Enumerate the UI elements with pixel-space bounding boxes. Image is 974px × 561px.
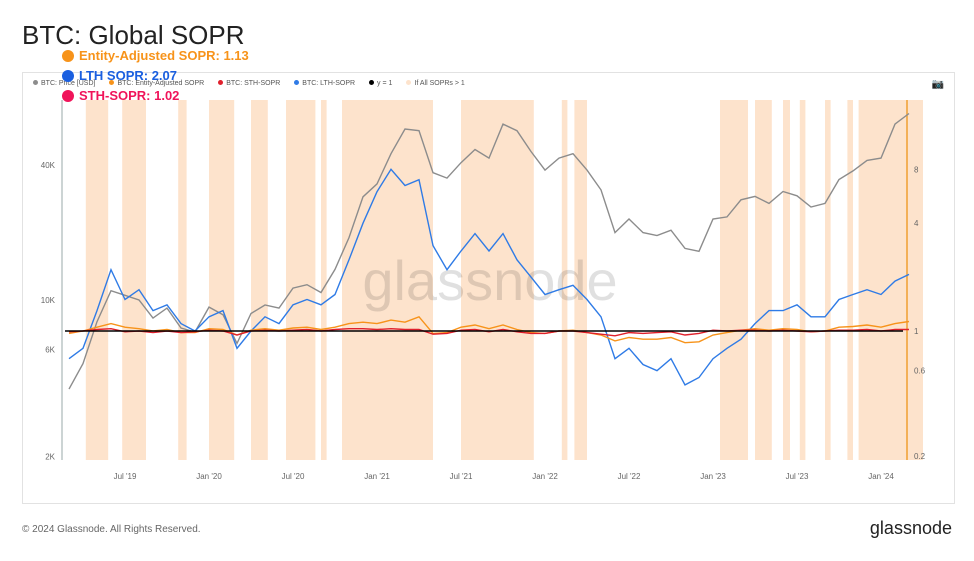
x-tick-label: Jul '22 (618, 472, 641, 481)
watermark: glassnode (362, 249, 617, 312)
shaded-band (85, 100, 109, 460)
annotation-item: STH-SOPR: 1.02 (62, 88, 249, 103)
legend-label: BTC: LTH-SOPR (302, 80, 356, 87)
shaded-band (847, 100, 853, 460)
legend-label: y = 1 (377, 80, 393, 87)
shaded-band (720, 100, 748, 460)
annotation-item: Entity-Adjusted SOPR: 1.13 (62, 48, 249, 63)
copyright: © 2024 Glassnode. All Rights Reserved. (22, 524, 201, 535)
legend-item[interactable]: BTC: LTH-SOPR (294, 80, 355, 87)
shaded-band (178, 100, 187, 460)
annotation-dot (62, 89, 74, 102)
x-tick-label: Jan '22 (532, 472, 558, 481)
shaded-band (783, 100, 790, 460)
y-left-tick-label: 10K (41, 296, 56, 305)
shaded-band (825, 100, 831, 460)
y-right-tick-label: 0.2 (914, 452, 926, 461)
camera-icon[interactable]: 📷 (931, 79, 944, 90)
legend-dot (109, 80, 115, 85)
shaded-band (122, 100, 146, 460)
y-left-tick-label: 40K (41, 161, 56, 170)
shaded-band (561, 100, 568, 460)
y-left-tick-label: 2K (45, 453, 55, 462)
y-left-tick-label: 6K (45, 346, 55, 355)
annotation-item: LTH SOPR: 2.07 (62, 68, 249, 83)
y-right-tick-label: 8 (914, 165, 919, 174)
shaded-band (799, 100, 806, 460)
legend-dot (369, 80, 375, 85)
x-tick-label: Jul '20 (282, 472, 305, 481)
shaded-band (251, 100, 268, 460)
page-title: BTC: Global SOPR (22, 20, 245, 50)
x-tick-label: Jan '20 (196, 472, 222, 481)
shaded-band (209, 100, 235, 460)
shaded-band (286, 100, 316, 460)
x-tick-label: Jul '21 (450, 472, 473, 481)
legend-item[interactable]: BTC: Price [USD] (33, 80, 95, 87)
legend-dot (218, 80, 224, 85)
annotation-label: Entity-Adjusted SOPR: 1.13 (79, 48, 249, 63)
chart-legend: BTC: Price [USD] BTC: Entity-Adjusted SOP… (33, 80, 465, 87)
annotation-dot (62, 69, 74, 82)
x-tick-label: Jan '23 (700, 472, 726, 481)
x-tick-label: Jul '23 (786, 472, 809, 481)
brand-logo: glassnode (869, 518, 952, 538)
series-line-btc-entity-adjusted-sopr (68, 315, 910, 344)
legend-item[interactable]: BTC: Entity-Adjusted SOPR (109, 80, 204, 87)
shaded-band (574, 100, 587, 460)
annotation-label: LTH SOPR: 2.07 (79, 68, 178, 83)
x-tick-label: Jan '24 (868, 472, 894, 481)
shaded-band (321, 100, 327, 460)
legend-label: BTC: STH-SOPR (226, 80, 281, 87)
y-right-tick-label: 4 (914, 219, 919, 228)
series-line-btc-lth-sopr (68, 168, 910, 386)
annotation-label: STH-SOPR: 1.02 (79, 88, 180, 103)
y-right-tick-label: 1 (914, 327, 919, 336)
x-tick-label: Jan '21 (364, 472, 390, 481)
series-line-btc-price-usd- (68, 112, 910, 390)
legend-dot (406, 80, 412, 85)
annotation-dot (62, 49, 74, 62)
shaded-band (461, 100, 534, 460)
x-tick-label: Jul '19 (114, 472, 137, 481)
annotation-box: Entity-Adjusted SOPR: 1.13 LTH SOPR: 2.07… (62, 48, 249, 108)
shaded-band (755, 100, 772, 460)
legend-label: BTC: Price [USD] (41, 80, 96, 87)
shaded-band (858, 100, 923, 460)
legend-label: BTC: Entity-Adjusted SOPR (117, 80, 205, 87)
legend-item[interactable]: BTC: STH-SOPR (218, 80, 280, 87)
legend-label: If All SOPRs > 1 (414, 80, 465, 87)
legend-item[interactable]: y = 1 (369, 80, 392, 87)
legend-item[interactable]: If All SOPRs > 1 (406, 80, 465, 87)
legend-dot (33, 80, 38, 85)
y-right-tick-label: 0.6 (914, 367, 926, 376)
legend-dot (294, 80, 300, 85)
